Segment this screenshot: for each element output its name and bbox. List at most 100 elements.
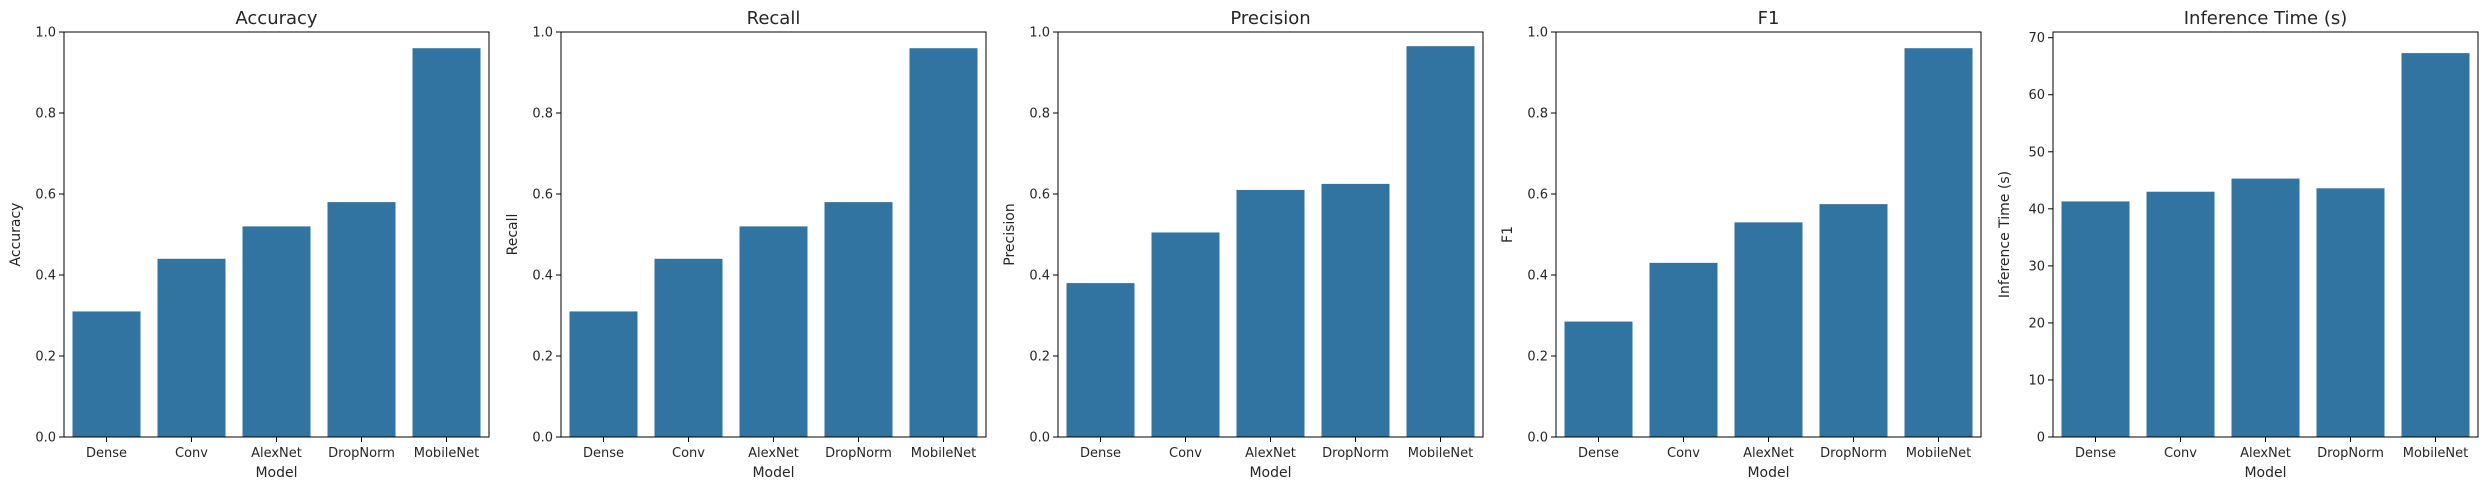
x-tick-label: Conv xyxy=(2164,446,2197,461)
bar-alexnet xyxy=(1236,189,1305,437)
y-tick-label: 1.0 xyxy=(1029,26,1050,41)
y-tick-label: 0.6 xyxy=(1527,188,1548,203)
y-tick-label: 70 xyxy=(2028,31,2045,46)
x-tick-label: Dense xyxy=(2075,446,2116,461)
bar-conv xyxy=(1151,232,1220,437)
y-tick-label: 0.2 xyxy=(35,350,56,365)
y-tick-label: 0.6 xyxy=(1029,188,1050,203)
x-axis-label: Model xyxy=(2244,465,2286,481)
chart-panel-3: 0.0 0.2 0.4 0.6 0.8 1.0 Dense Conv AlexNet DropNo… xyxy=(1002,8,1484,481)
y-axis-label: F1 xyxy=(1500,226,1516,243)
bar-dense xyxy=(1066,283,1135,437)
bar-dropnorm xyxy=(1819,204,1888,437)
y-tick-label: 0.2 xyxy=(532,350,553,365)
chart-panel-4: 0.0 0.2 0.4 0.6 0.8 1.0 Dense Conv AlexNet DropNo… xyxy=(1500,8,1982,481)
y-tick-label: 0.8 xyxy=(35,107,56,122)
bar-dense xyxy=(72,311,141,437)
x-axis-label: Model xyxy=(1249,465,1291,481)
chart-title: Inference Time (s) xyxy=(2184,8,2348,29)
x-tick-label: MobileNet xyxy=(911,446,976,461)
bar-dropnorm xyxy=(1321,183,1390,438)
bar-dropnorm xyxy=(824,202,893,437)
bar-mobilenet xyxy=(2401,53,2470,438)
bar-alexnet xyxy=(2231,178,2300,437)
x-tick-label: Conv xyxy=(1169,446,1202,461)
bar-mobilenet xyxy=(412,48,481,437)
bar-conv xyxy=(2146,191,2215,437)
y-axis-label: Recall xyxy=(505,214,521,256)
y-tick-label: 20 xyxy=(2028,316,2045,331)
chart-title: F1 xyxy=(1758,8,1780,29)
y-tick-label: 0.8 xyxy=(532,107,553,122)
x-tick-label: MobileNet xyxy=(414,446,479,461)
y-tick-label: 10 xyxy=(2028,373,2045,388)
y-tick-label: 60 xyxy=(2028,88,2045,103)
y-tick-label: 40 xyxy=(2028,202,2045,217)
y-tick-label: 0 xyxy=(2037,431,2045,446)
x-tick-label: DropNorm xyxy=(825,446,892,461)
x-tick-label: Dense xyxy=(583,446,624,461)
bar-mobilenet xyxy=(1904,48,1973,437)
x-axis-label: Model xyxy=(1747,465,1789,481)
bar-dense xyxy=(1564,321,1633,437)
y-tick-label: 1.0 xyxy=(1527,26,1548,41)
y-tick-label: 0.0 xyxy=(35,431,56,446)
y-tick-label: 0.2 xyxy=(1029,350,1050,365)
y-tick-label: 0.4 xyxy=(1527,269,1548,284)
x-tick-label: Dense xyxy=(1080,446,1121,461)
x-tick-label: MobileNet xyxy=(2403,446,2468,461)
y-tick-label: 30 xyxy=(2028,259,2045,274)
x-tick-label: DropNorm xyxy=(1820,446,1887,461)
y-axis-label: Inference Time (s) xyxy=(1997,171,2013,298)
y-tick-label: 0.4 xyxy=(532,269,553,284)
x-tick-label: Conv xyxy=(672,446,705,461)
x-tick-label: AlexNet xyxy=(1245,446,1296,461)
chart-panel-1: 0.0 0.2 0.4 0.6 0.8 1.0 Dense Conv AlexNet DropNo… xyxy=(8,8,490,481)
x-tick-label: MobileNet xyxy=(1408,446,1473,461)
chart-title: Recall xyxy=(747,8,801,29)
bar-dense xyxy=(569,311,638,437)
y-axis-label: Precision xyxy=(1002,203,1018,265)
y-tick-label: 50 xyxy=(2028,145,2045,160)
bar-alexnet xyxy=(1734,222,1803,437)
x-tick-label: DropNorm xyxy=(1322,446,1389,461)
chart-panel-2: 0.0 0.2 0.4 0.6 0.8 1.0 Dense Conv AlexNet DropNo… xyxy=(505,8,987,481)
x-tick-label: AlexNet xyxy=(251,446,302,461)
bar-conv xyxy=(654,258,723,437)
x-tick-label: AlexNet xyxy=(2240,446,2291,461)
x-tick-label: Conv xyxy=(1667,446,1700,461)
bar-dropnorm xyxy=(2316,188,2385,437)
y-tick-label: 0.0 xyxy=(1029,431,1050,446)
x-tick-label: AlexNet xyxy=(1743,446,1794,461)
y-tick-label: 0.0 xyxy=(532,431,553,446)
bar-alexnet xyxy=(242,226,311,437)
y-tick-label: 1.0 xyxy=(532,26,553,41)
x-tick-label: Dense xyxy=(86,446,127,461)
bar-dense xyxy=(2061,201,2130,437)
y-tick-label: 0.8 xyxy=(1029,107,1050,122)
bar-conv xyxy=(1649,262,1718,437)
chart-title: Precision xyxy=(1230,8,1310,29)
y-tick-label: 0.4 xyxy=(1029,269,1050,284)
x-tick-label: AlexNet xyxy=(748,446,799,461)
y-axis-label: Accuracy xyxy=(8,203,24,267)
x-tick-label: Dense xyxy=(1578,446,1619,461)
y-tick-label: 0.6 xyxy=(532,188,553,203)
bar-dropnorm xyxy=(327,202,396,437)
bar-conv xyxy=(157,258,226,437)
y-tick-label: 0.4 xyxy=(35,269,56,284)
y-tick-label: 0.2 xyxy=(1527,350,1548,365)
x-axis-label: Model xyxy=(752,465,794,481)
x-tick-label: DropNorm xyxy=(328,446,395,461)
y-tick-label: 1.0 xyxy=(35,26,56,41)
x-tick-label: DropNorm xyxy=(2317,446,2384,461)
y-tick-label: 0.8 xyxy=(1527,107,1548,122)
chart-title: Accuracy xyxy=(235,8,318,29)
x-tick-label: Conv xyxy=(175,446,208,461)
chart-panel-5: 0 10 20 30 40 50 60 70 Dense Conv AlexNet DropNorm M… xyxy=(1997,8,2479,481)
y-tick-label: 0.6 xyxy=(35,188,56,203)
bar-mobilenet xyxy=(1406,46,1475,438)
y-tick-label: 0.0 xyxy=(1527,431,1548,446)
bar-mobilenet xyxy=(909,48,978,437)
